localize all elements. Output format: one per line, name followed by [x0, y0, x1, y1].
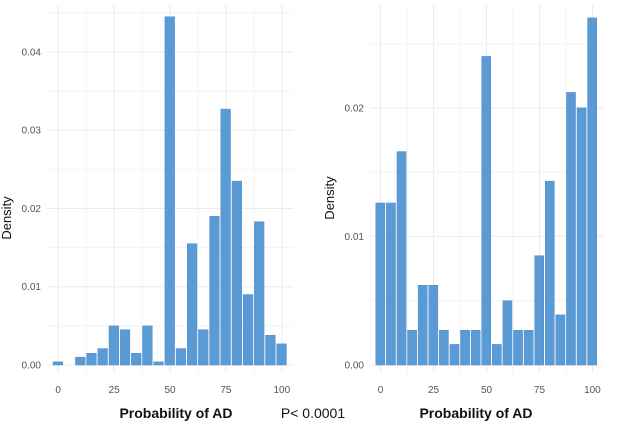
- y-axis-title: Density: [322, 176, 337, 220]
- x-tick-label: 25: [109, 385, 121, 396]
- chart-right: 0.00 0.01 0.02 0 25 50 75 100 Density Probability…: [322, 5, 603, 421]
- histogram-bar: [242, 294, 254, 366]
- histogram-bar: [396, 151, 407, 366]
- histogram-bar: [576, 107, 587, 366]
- histogram-bar: [428, 285, 439, 366]
- histogram-bar: [209, 216, 220, 366]
- y-tick-label: 0.02: [345, 103, 365, 114]
- histogram-bar: [175, 348, 187, 366]
- histogram-bar: [386, 202, 396, 366]
- y-tick-label: 0.02: [22, 204, 42, 215]
- histogram-bar: [587, 17, 597, 366]
- histogram-bar: [220, 108, 231, 366]
- histogram-bar: [502, 300, 513, 366]
- histogram-bar: [375, 202, 386, 366]
- histogram-bar: [75, 356, 86, 366]
- y-tick-label: 0.03: [22, 126, 42, 137]
- x-tick-label: 100: [273, 385, 290, 396]
- x-axis-title: Probability of AD: [119, 405, 232, 421]
- x-tick-label: 0: [378, 385, 384, 396]
- histogram-bar: [407, 330, 417, 366]
- histogram-bar: [265, 335, 276, 366]
- x-axis-title: Probability of AD: [419, 405, 532, 421]
- y-tick-label: 0.01: [22, 282, 42, 293]
- y-axis-title: Density: [0, 196, 14, 240]
- histogram-bar: [142, 325, 153, 366]
- histogram-bar: [52, 361, 64, 366]
- histogram-bar: [276, 343, 287, 366]
- histogram-bar: [460, 330, 470, 366]
- histogram-bar: [164, 16, 175, 366]
- histogram-bar: [417, 285, 428, 366]
- histogram-bar: [119, 329, 131, 366]
- y-tick-label: 0.01: [345, 232, 365, 243]
- y-tick-label: 0.00: [22, 361, 42, 372]
- histogram-bar: [86, 353, 97, 366]
- x-tick-label: 75: [220, 385, 232, 396]
- x-tick-label: 50: [481, 385, 493, 396]
- histogram-bar: [108, 325, 119, 366]
- histogram-bar: [449, 344, 460, 366]
- histogram-bar: [492, 344, 502, 366]
- x-tick-label: 0: [55, 385, 61, 396]
- x-tick-label: 75: [534, 385, 546, 396]
- histogram-bar: [97, 348, 108, 366]
- chart-left: 0.00 0.01 0.02 0.03 0.04 0 25 50 75 100 Density Pro…: [0, 5, 293, 421]
- y-tick-label: 0.00: [345, 361, 365, 372]
- histogram-bar: [131, 353, 142, 366]
- histogram-bar: [470, 330, 481, 366]
- histogram-bar: [231, 180, 242, 366]
- histogram-bar: [254, 221, 265, 366]
- histogram-bar: [566, 92, 576, 366]
- p-value-label: P< 0.0001: [281, 405, 345, 421]
- histogram-bar: [513, 330, 523, 366]
- histogram-bar: [523, 330, 534, 366]
- histogram-bar: [198, 329, 209, 366]
- histogram-bar: [439, 330, 449, 366]
- x-tick-label: 50: [164, 385, 176, 396]
- histogram-bar: [153, 361, 164, 366]
- histogram-bar: [481, 56, 492, 366]
- histogram-bar: [187, 243, 198, 366]
- histogram-bar: [534, 255, 545, 366]
- histogram-bar: [555, 314, 566, 366]
- y-tick-label: 0.04: [22, 47, 42, 58]
- histogram-bar: [545, 180, 555, 366]
- x-tick-label: 25: [428, 385, 440, 396]
- x-tick-label: 100: [584, 385, 601, 396]
